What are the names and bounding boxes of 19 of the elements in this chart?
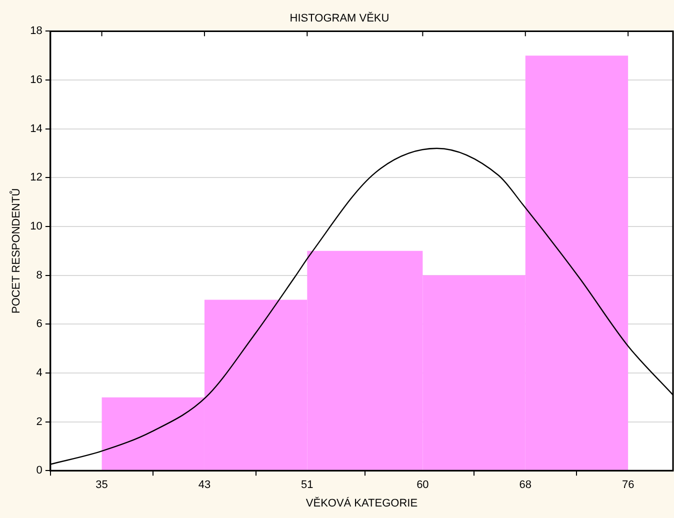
- x-tick-label: 43: [198, 479, 211, 492]
- y-tick-label: 12: [30, 172, 42, 184]
- y-tick-label: 4: [36, 366, 42, 379]
- x-tick-label: 76: [622, 479, 634, 492]
- y-tick-label: 10: [30, 220, 42, 233]
- chart-title: HISTOGRAM VĚKU: [290, 12, 390, 25]
- y-tick-label: 6: [36, 318, 42, 330]
- x-tick-label: 60: [416, 479, 429, 492]
- x-tick-label: 68: [519, 479, 532, 492]
- y-tick-label: 18: [30, 25, 42, 38]
- y-tick-label: 16: [30, 74, 42, 86]
- y-tick-label: 2: [36, 416, 42, 428]
- y-tick-label: 8: [36, 269, 42, 282]
- x-tick-label: 51: [301, 479, 314, 492]
- y-tick-label: 14: [30, 122, 42, 135]
- y-axis-title: POCET RESPONDENTŮ: [10, 188, 23, 314]
- x-axis-title: VĚKOVÁ KATEGORIE: [306, 496, 418, 510]
- x-tick-label: 35: [96, 479, 108, 492]
- y-tick-label: 0: [36, 464, 42, 477]
